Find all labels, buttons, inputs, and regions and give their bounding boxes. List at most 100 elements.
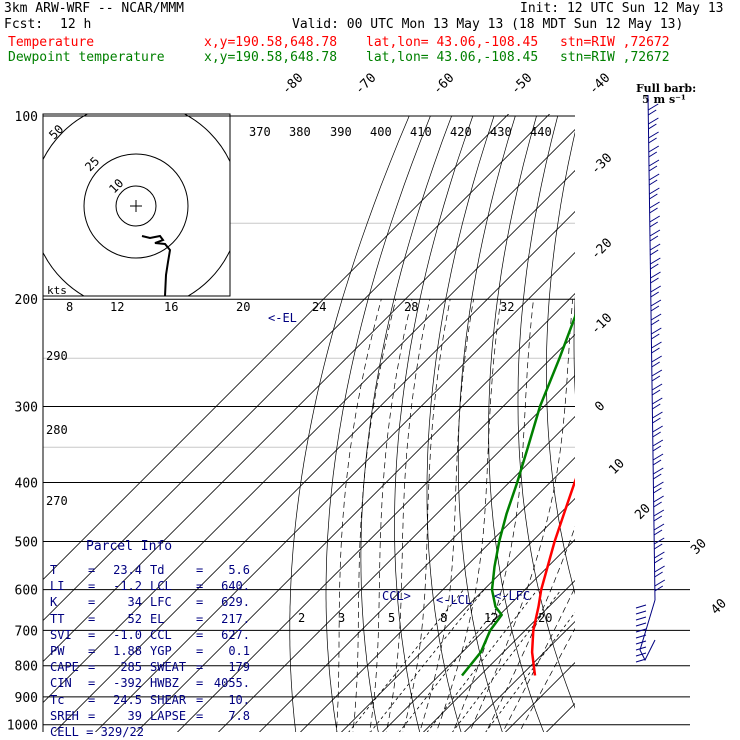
hodograph-axis-label: 20 (236, 300, 250, 314)
wind-barb (651, 355, 662, 363)
dry-adiabat (677, 116, 740, 738)
moist-adiabat (469, 299, 573, 732)
parcel-value: 52 (127, 611, 142, 626)
wind-barb (651, 369, 663, 377)
mixing-ratio-line (451, 589, 562, 732)
parcel-param: LI (50, 579, 65, 594)
parcel-value: -1.0 (113, 627, 142, 642)
parcel-value: 285 (120, 660, 142, 675)
wind-barb (649, 187, 660, 195)
isotherm (43, 169, 575, 704)
mixing-ratio-line (348, 589, 464, 732)
level-label-lcl: <-LCL (436, 593, 472, 607)
wind-barb (652, 467, 664, 475)
wind-barb (635, 658, 647, 663)
barb-legend-units: 5 m s⁻¹ (642, 93, 686, 106)
wind-barb (652, 397, 663, 405)
wind-barb (635, 616, 647, 621)
parcel-value: 10. (228, 692, 250, 707)
dewpoint-xy: x,y=190.58,648.78 (204, 50, 338, 65)
wind-barb (635, 652, 647, 657)
pressure-label-600: 600 (15, 584, 38, 599)
parcel-eq: = (196, 692, 204, 707)
wind-barb (649, 235, 659, 242)
moist-adiabat (419, 299, 474, 732)
theta-label: 410 (410, 125, 432, 139)
wind-barb (649, 207, 658, 214)
wind-barb (653, 543, 663, 550)
wind-barb (650, 271, 661, 279)
isotherm (43, 114, 551, 622)
theta-label: 370 (249, 125, 271, 139)
mixing-ratio-line (369, 589, 485, 732)
isotherm-label: 40 (708, 596, 730, 618)
dry-adiabat (325, 115, 431, 732)
parcel-value: 24.5 (113, 692, 142, 707)
pressure-label-100: 100 (15, 110, 38, 125)
theta-label: 430 (490, 125, 512, 139)
mixing-ratio-label: 3 (338, 611, 345, 625)
moist-adiabat (485, 526, 575, 732)
parcel-eq: = (196, 595, 204, 610)
isotherm (217, 374, 575, 732)
dry-adiabat (426, 115, 495, 732)
wind-barb (649, 193, 658, 200)
hodograph-axis-label: 12 (110, 300, 124, 314)
dry-adiabat (517, 115, 575, 709)
wind-barb (653, 495, 664, 503)
pressure-label-900: 900 (15, 691, 38, 706)
dewpoint-profile (461, 313, 575, 677)
parcel-row: Tc = 24.5 SHEAR = 10. (50, 693, 250, 707)
parcel-param: LAPSE (150, 708, 187, 723)
wind-barb (648, 123, 657, 130)
isotherm-label: 10 (606, 456, 628, 478)
pressure-label-700: 700 (15, 624, 38, 639)
wind-barb (654, 571, 663, 578)
moist-adiabat (502, 586, 575, 732)
background-lines (43, 102, 740, 738)
theta-label: 400 (370, 125, 392, 139)
parcel-param: SWEAT (150, 660, 187, 675)
isotherm-label: -50 (508, 71, 535, 98)
parcel-eq: = (88, 692, 96, 707)
wind-barb (635, 610, 647, 615)
hodograph-ring (115, 185, 157, 227)
parcel-row: SREH = 39 LAPSE = 7.8 (50, 709, 250, 723)
moist-adiabat (518, 627, 575, 732)
parcel-eq: = (196, 676, 204, 691)
isotherm (463, 620, 575, 732)
parcel-info-panel: Parcel Info T = 23.4 Td = 5.6 LI = -1.2 LCL = 640. K… (44, 537, 250, 739)
parcel-eq: = (88, 660, 96, 675)
parcel-eq: = (196, 611, 204, 626)
dewpoint-legend-label: Dewpoint temperature (8, 50, 165, 65)
parcel-param: PW (50, 644, 65, 658)
theta-side-label: 280 (46, 423, 68, 437)
wind-barb (635, 646, 647, 651)
wind-barb (654, 565, 665, 573)
wind-barb (648, 151, 658, 158)
parcel-row: PW = 1.88 YGP = 0.1 (50, 644, 250, 658)
parcel-eq: = (88, 708, 96, 723)
isotherm (582, 102, 740, 737)
wind-barb (653, 481, 664, 489)
wind-barb (648, 117, 659, 125)
parcel-value: 217. (221, 611, 250, 626)
wind-barb (635, 628, 647, 633)
pressure-label-1000: 1000 (7, 719, 38, 734)
parcel-param: CAPE (50, 660, 79, 675)
wind-barb (653, 523, 665, 531)
wind-barb (650, 299, 662, 307)
hodograph-axis-label: 8 (66, 300, 73, 314)
parcel-param: EL (150, 611, 165, 626)
parcel-param: SVI (50, 627, 72, 642)
isotherm (43, 114, 510, 581)
dry-adiabat (701, 116, 740, 738)
parcel-value: 627. (221, 627, 250, 642)
level-label-ccl: CCL> (382, 589, 411, 603)
isotherm (258, 415, 575, 732)
dry-adiabat (457, 115, 516, 732)
mixing-ratio-line (485, 611, 575, 732)
wind-barb-column (635, 94, 666, 663)
wind-barb (650, 285, 661, 293)
wind-barb (650, 313, 662, 321)
